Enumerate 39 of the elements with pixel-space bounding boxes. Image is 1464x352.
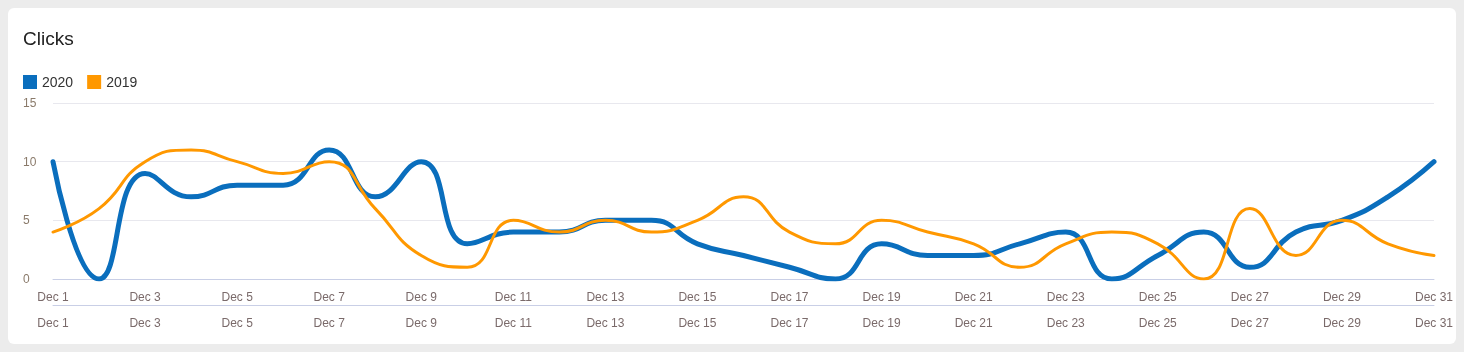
x2-tick-label: Dec 5 bbox=[221, 316, 254, 330]
x2-tick-label: Dec 19 bbox=[862, 316, 901, 330]
x-tick-label: Dec 21 bbox=[954, 290, 993, 304]
x2-tick-label: Dec 29 bbox=[1322, 316, 1362, 330]
x2-tick-label: Dec 27 bbox=[1230, 316, 1270, 330]
x-tick-label: Dec 7 bbox=[313, 290, 346, 304]
y-tick-label: 10 bbox=[23, 154, 37, 169]
x2-tick-label: Dec 7 bbox=[313, 316, 346, 330]
x-tick-label: Dec 27 bbox=[1230, 290, 1270, 304]
x-tick-label: Dec 9 bbox=[405, 290, 438, 304]
x2-tick-label: Dec 13 bbox=[586, 316, 625, 330]
x2-tick-label: Dec 17 bbox=[770, 316, 809, 330]
legend-label: 2020 bbox=[42, 74, 74, 90]
y-tick-label: 5 bbox=[23, 213, 30, 228]
x-tick-label: Dec 15 bbox=[678, 290, 717, 304]
x-tick-label: Dec 17 bbox=[770, 290, 809, 304]
legend-label: 2019 bbox=[106, 74, 138, 90]
x-tick-label: Dec 1 bbox=[37, 290, 69, 304]
chart-title: Clicks bbox=[23, 28, 74, 49]
x-tick-label: Dec 23 bbox=[1046, 290, 1086, 304]
x-tick-label: Dec 3 bbox=[129, 290, 162, 304]
x2-tick-label: Dec 11 bbox=[494, 316, 533, 330]
x-tick-label: Dec 11 bbox=[494, 290, 533, 304]
x2-tick-label: Dec 31 bbox=[1414, 316, 1454, 330]
x2-tick-label: Dec 15 bbox=[678, 316, 717, 330]
y-tick-label: 0 bbox=[23, 272, 30, 286]
y-tick-label: 15 bbox=[23, 96, 37, 110]
x2-tick-label: Dec 21 bbox=[954, 316, 993, 330]
x2-tick-label: Dec 25 bbox=[1138, 316, 1178, 330]
x-tick-label: Dec 29 bbox=[1322, 290, 1362, 304]
x-tick-label: Dec 25 bbox=[1138, 290, 1178, 304]
x2-tick-label: Dec 23 bbox=[1046, 316, 1086, 330]
x2-tick-label: Dec 1 bbox=[37, 316, 69, 330]
x2-tick-label: Dec 9 bbox=[405, 316, 438, 330]
x-tick-label: Dec 5 bbox=[221, 290, 254, 304]
x-tick-label: Dec 19 bbox=[862, 290, 901, 304]
x-tick-label: Dec 13 bbox=[586, 290, 625, 304]
x2-tick-label: Dec 3 bbox=[129, 316, 162, 330]
x-tick-label: Dec 31 bbox=[1414, 290, 1454, 304]
